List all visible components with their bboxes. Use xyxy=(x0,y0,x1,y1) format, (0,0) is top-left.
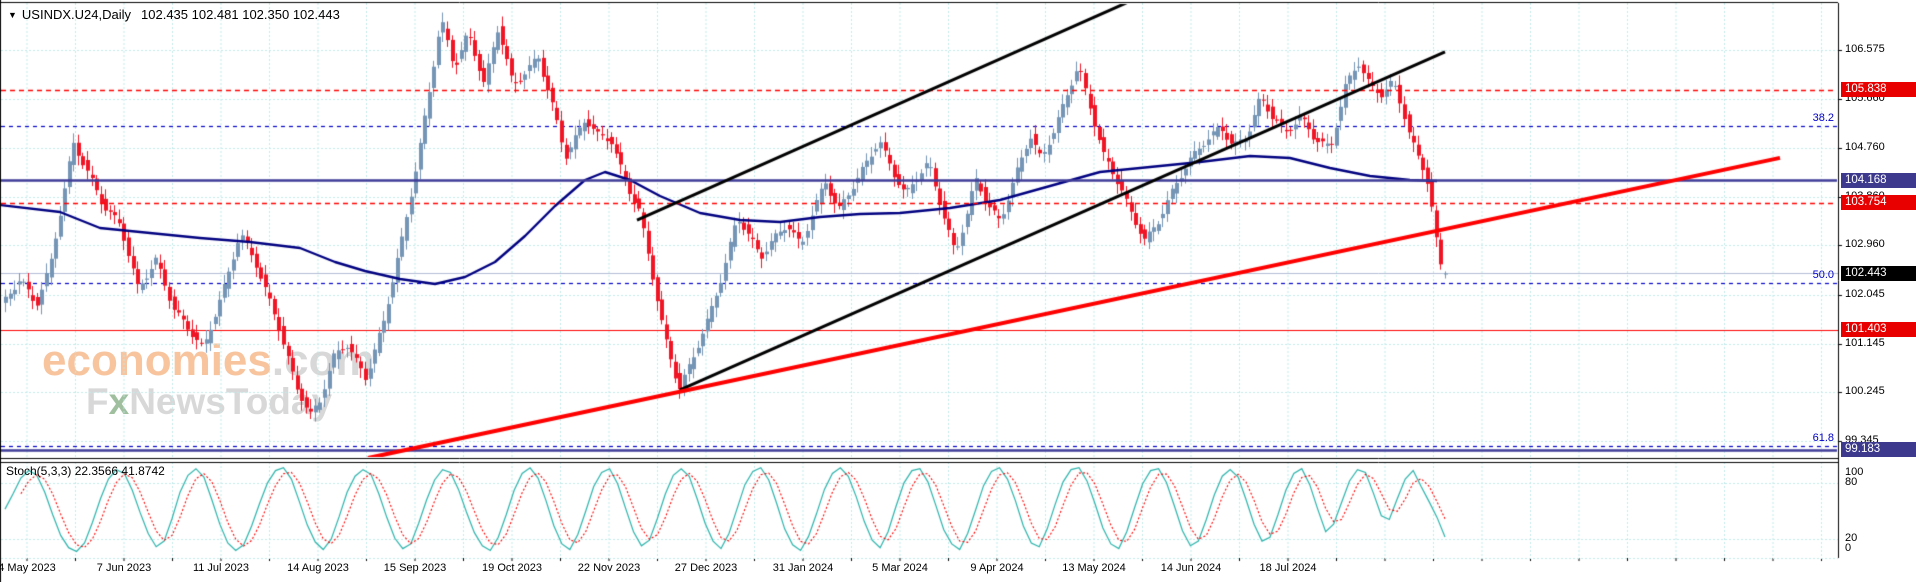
price-level-badge-resistance: 103.754 xyxy=(1841,195,1916,211)
price-tick-label: 106.575 xyxy=(1845,43,1885,55)
date-axis-label: 7 Jun 2023 xyxy=(96,562,152,574)
price-level-badge-current-price: 102.443 xyxy=(1841,265,1916,281)
date-axis-label: 11 Jul 2023 xyxy=(192,562,250,574)
price-tick-label: 101.145 xyxy=(1845,336,1885,349)
date-axis-label: 22 Nov 2023 xyxy=(577,562,641,574)
price-level-badge-level: 104.168 xyxy=(1841,172,1916,188)
date-axis-label: 19 Oct 2023 xyxy=(482,562,542,574)
date-axis-label: 27 Dec 2023 xyxy=(674,562,738,574)
stoch-scale-label: 20 xyxy=(1845,532,1858,544)
date-axis-label: 13 May 2024 xyxy=(1062,562,1126,574)
symbol-timeframe-label: USINDX.U24,Daily xyxy=(21,7,132,22)
symbol-dropdown-icon[interactable]: ▼ xyxy=(8,10,17,20)
fibonacci-level-label: 61.8 xyxy=(1812,432,1834,445)
date-axis-label: 5 Mar 2024 xyxy=(872,562,928,574)
ohlc-values: 102.435 102.481 102.350 102.443 xyxy=(141,7,340,22)
price-level-badge-support: 101.403 xyxy=(1841,322,1916,338)
date-axis-label: 15 Sep 2023 xyxy=(383,562,447,574)
price-level-badge-resistance: 105.838 xyxy=(1841,82,1916,98)
chart-title-bar: ▼ USINDX.U24,Daily 102.435 102.481 102.350… xyxy=(8,7,340,22)
price-level-badge-level: 99.183 xyxy=(1841,442,1916,458)
stoch-scale-label: 80 xyxy=(1845,476,1858,488)
fibonacci-level-label: 38.2 xyxy=(1812,111,1834,124)
price-tick-label: 102.960 xyxy=(1845,238,1885,251)
date-axis-label: 9 Apr 2024 xyxy=(970,562,1024,574)
stoch-scale-label: 0 xyxy=(1845,542,1852,554)
price-tick-label: 102.045 xyxy=(1845,287,1885,300)
date-axis-label: 14 Jun 2024 xyxy=(1160,562,1222,574)
price-tick-label: 104.760 xyxy=(1845,141,1885,154)
date-axis-label: 4 May 2023 xyxy=(0,562,56,574)
fibonacci-level-label: 50.0 xyxy=(1812,269,1834,282)
stochastic-indicator-label: Stoch(5,3,3) 22.3566 41.8742 xyxy=(6,464,165,478)
date-axis-label: 14 Aug 2023 xyxy=(287,562,349,574)
price-tick-label: 100.245 xyxy=(1845,385,1885,398)
date-axis-label: 18 Jul 2024 xyxy=(1259,562,1317,574)
date-axis-label: 31 Jan 2024 xyxy=(772,562,834,574)
stoch-scale-label: 100 xyxy=(1845,466,1864,478)
